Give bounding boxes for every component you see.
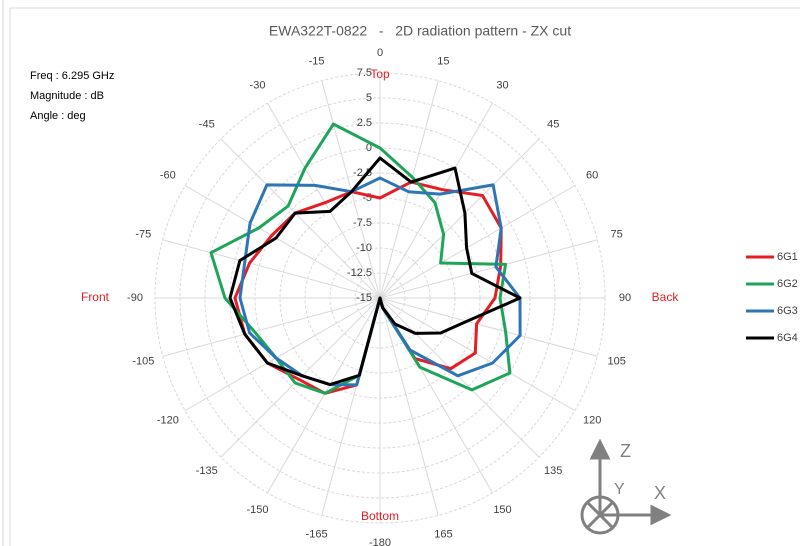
theta-tick-label: 150	[493, 504, 511, 516]
theta-tick-label: 135	[544, 465, 562, 477]
r-tick-label: -15	[356, 292, 372, 304]
grid-spoke	[379, 102, 493, 299]
icon-label: Z	[620, 441, 631, 461]
series-line	[238, 176, 522, 387]
grid-spoke	[379, 297, 439, 516]
theta-tick-label: -60	[160, 169, 176, 181]
grid-spoke	[220, 138, 381, 299]
grid-spoke	[379, 80, 439, 299]
info-text: Angle : deg	[30, 110, 86, 122]
grid-spoke	[267, 297, 381, 494]
r-tick-label: 7.5	[357, 67, 372, 79]
grid-spoke	[184, 297, 381, 411]
chart-title: EWA322T-0822 - 2D radiation pattern - ZX…	[269, 23, 571, 39]
icon-circle	[580, 495, 620, 535]
theta-tick-label: 105	[607, 355, 625, 367]
legend-label: 6G2	[777, 278, 798, 290]
axis-icon	[580, 438, 672, 535]
grid-spoke	[379, 297, 576, 411]
theta-tick-label: -120	[157, 414, 179, 426]
theta-tick-label: 15	[437, 55, 449, 67]
theta-tick-label: -30	[250, 80, 266, 92]
theta-tick-label: 30	[496, 80, 508, 92]
icon-arrow	[589, 438, 611, 460]
theta-tick-label: -105	[132, 355, 154, 367]
icon-label: Y	[614, 481, 625, 498]
theta-tick-label: -75	[135, 228, 151, 240]
info-text: Magnitude : dB	[30, 90, 104, 102]
series-line	[228, 156, 522, 387]
theta-tick-label: 120	[583, 414, 601, 426]
info-text: Freq : 6.295 GHz	[30, 70, 114, 82]
grid-spoke	[321, 80, 381, 299]
legend-label: 6G4	[777, 332, 798, 344]
theta-tick-label: 45	[547, 119, 559, 131]
grid-spoke	[184, 185, 381, 299]
grid-spoke	[379, 239, 598, 299]
grid-spoke	[379, 138, 540, 299]
chart-frame	[9, 7, 800, 546]
theta-tick-label: 60	[586, 169, 598, 181]
r-tick-label: -10	[356, 242, 372, 254]
series-line	[233, 180, 503, 395]
grid-spoke	[267, 102, 381, 299]
r-tick-label: -12.5	[347, 267, 372, 279]
theta-tick-label: -45	[199, 119, 215, 131]
theta-tick-label: 165	[434, 529, 452, 541]
r-tick-label: 5	[366, 92, 372, 104]
theta-tick-label: -165	[306, 529, 328, 541]
legend-label: 6G1	[777, 251, 798, 263]
r-tick-label: 2.5	[357, 117, 372, 129]
theta-tick-label: -135	[196, 465, 218, 477]
series-line	[209, 122, 512, 395]
legend-label: 6G3	[777, 305, 798, 317]
direction-label: Front	[81, 290, 110, 304]
theta-tick-label: -180	[369, 537, 391, 546]
theta-tick-label: -15	[309, 55, 325, 67]
grid-spoke	[379, 297, 598, 357]
direction-label: Back	[652, 290, 680, 304]
r-tick-label: 0	[366, 142, 372, 154]
r-tick-label: -7.5	[353, 217, 372, 229]
r-tick-label: -2.5	[353, 167, 372, 179]
grid-spoke	[379, 297, 540, 458]
grid-spoke	[379, 185, 576, 299]
direction-label: Bottom	[361, 509, 399, 523]
theta-tick-label: 75	[611, 228, 623, 240]
grid-spoke	[162, 239, 381, 299]
icon-label: X	[654, 483, 666, 503]
theta-tick-label: 0	[377, 47, 383, 59]
icon-cross	[586, 501, 614, 529]
theta-tick-label: -150	[246, 504, 268, 516]
icon-arrow	[650, 504, 672, 526]
grid-spoke	[162, 297, 381, 357]
grid-spoke	[220, 297, 381, 458]
direction-label: Top	[370, 67, 390, 81]
theta-tick-label: 90	[619, 292, 631, 304]
r-tick-label: -5	[362, 192, 372, 204]
theta-tick-label: -90	[127, 292, 143, 304]
